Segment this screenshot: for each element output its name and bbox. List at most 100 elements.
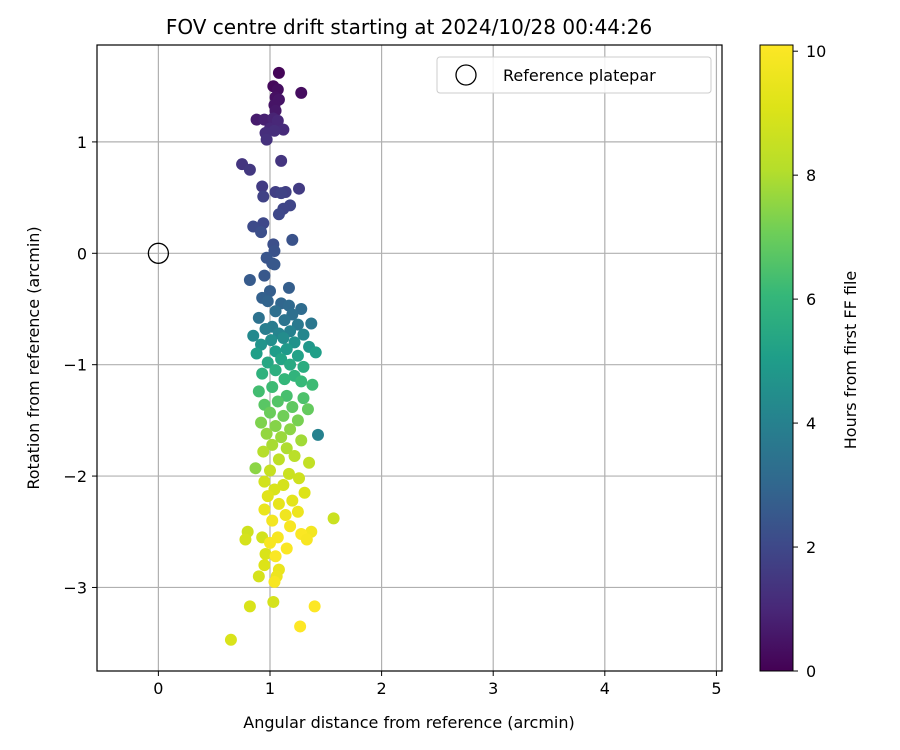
y-tick-label: −1 [63, 356, 87, 375]
data-point [260, 133, 273, 146]
data-point [252, 385, 265, 398]
data-point [252, 311, 265, 324]
data-point [297, 360, 310, 373]
data-point [268, 575, 281, 588]
colorbar-tick-label: 4 [806, 414, 816, 433]
x-tick-label: 0 [153, 679, 163, 698]
data-point [280, 389, 293, 402]
data-point [308, 600, 321, 613]
data-point [284, 358, 297, 371]
data-point [277, 331, 290, 344]
data-point [269, 550, 282, 563]
y-tick-label: −3 [63, 578, 87, 597]
colorbar-tick-label: 10 [806, 42, 826, 61]
plot-area [97, 45, 722, 671]
legend-box [436, 56, 712, 94]
data-point [249, 462, 262, 475]
data-point [275, 154, 288, 167]
data-point [309, 346, 322, 359]
data-point [288, 450, 301, 463]
x-axis-label: Angular distance from reference (arcmin) [243, 713, 574, 732]
data-point [258, 269, 271, 282]
data-point [277, 123, 290, 136]
data-point [278, 373, 291, 386]
data-point [257, 445, 270, 458]
data-point [224, 633, 237, 646]
data-point [279, 509, 292, 522]
data-point [271, 395, 284, 408]
x-tick-label: 3 [488, 679, 498, 698]
data-point [263, 406, 276, 419]
data-point [295, 302, 308, 315]
data-point [259, 323, 272, 336]
data-point [257, 190, 270, 203]
data-point [284, 423, 297, 436]
data-point [258, 475, 271, 488]
data-point [255, 416, 268, 429]
data-point [311, 428, 324, 441]
data-point [280, 442, 293, 455]
data-point [272, 497, 285, 510]
data-point [263, 285, 276, 298]
grid [97, 45, 722, 671]
plot-frame [96, 44, 723, 672]
data-point [295, 375, 308, 388]
legend: Reference platepar [436, 56, 712, 94]
data-point [298, 486, 311, 499]
data-point [268, 258, 281, 271]
x-axis-ticks: 0 1 2 3 4 5 [153, 671, 722, 698]
data-point [300, 533, 313, 546]
data-point [272, 208, 285, 221]
data-point [272, 66, 285, 79]
data-point [288, 336, 301, 349]
data-point [306, 378, 319, 391]
data-point [284, 520, 297, 533]
y-axis-label: Rotation from reference (arcmin) [24, 226, 43, 489]
data-point [297, 392, 310, 405]
data-point [252, 570, 265, 583]
data-point [278, 314, 291, 327]
data-point [301, 403, 314, 416]
data-point [263, 536, 276, 549]
chart-title: FOV centre drift starting at 2024/10/28 … [166, 15, 652, 39]
data-point [286, 401, 299, 414]
data-point [255, 338, 268, 351]
data-point [294, 620, 307, 633]
x-tick-label: 2 [377, 679, 387, 698]
data-point [286, 494, 299, 507]
data-point [261, 490, 274, 503]
data-point [261, 295, 274, 308]
data-point [280, 542, 293, 555]
data-point [258, 559, 271, 572]
data-point [275, 353, 288, 366]
data-point [269, 305, 282, 318]
x-tick-label: 5 [711, 679, 721, 698]
data-point [265, 334, 278, 347]
data-point [327, 512, 340, 525]
data-point [239, 533, 252, 546]
colorbar-label: Hours from first FF file [841, 271, 860, 450]
y-tick-label: 0 [77, 244, 87, 263]
colorbar [759, 44, 794, 672]
data-point [243, 274, 256, 287]
data-point [256, 367, 269, 380]
data-point [266, 514, 279, 527]
data-point [275, 187, 288, 200]
y-tick-label: −2 [63, 467, 87, 486]
data-point [303, 456, 316, 469]
data-point [293, 472, 306, 485]
data-point [256, 180, 269, 193]
data-point [266, 438, 279, 451]
x-tick-label: 4 [600, 679, 610, 698]
data-point [286, 233, 299, 246]
data-point [258, 503, 271, 516]
data-point [291, 349, 304, 362]
data-point [258, 113, 271, 126]
data-point [259, 548, 272, 561]
data-point [247, 329, 260, 342]
data-point [305, 317, 318, 330]
legend-reference-marker-icon [455, 64, 477, 86]
reference-marker-group [147, 242, 170, 264]
data-point [275, 431, 288, 444]
